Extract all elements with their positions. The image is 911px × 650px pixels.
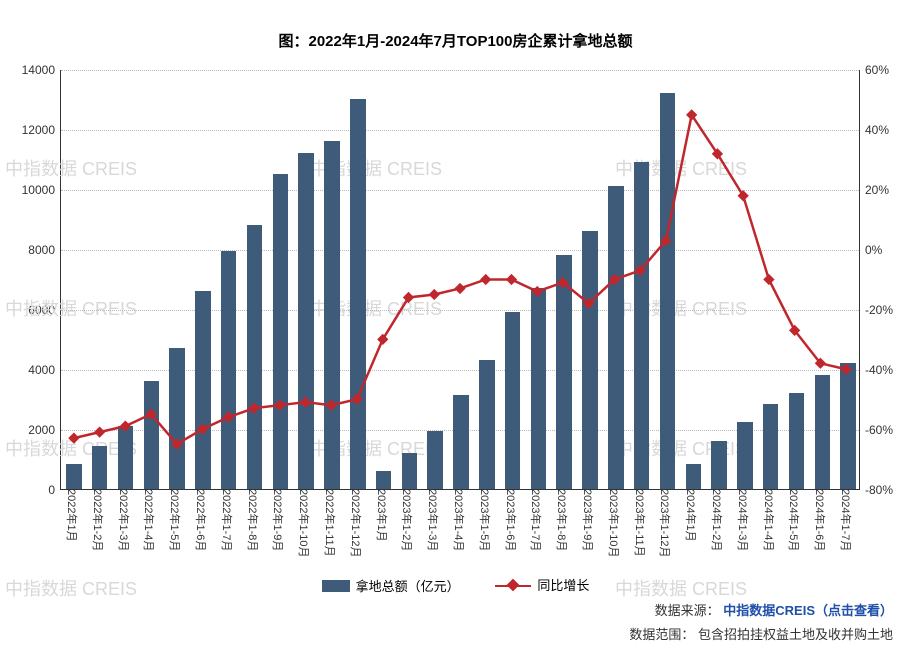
x-tick: 2022年1-4月 — [141, 489, 161, 551]
y-left-tick: 6000 — [28, 303, 61, 317]
x-tick: 2023年1-11月 — [632, 489, 652, 557]
x-tick: 2024年1-5月 — [786, 489, 806, 551]
x-tick: 2022年1-6月 — [193, 489, 213, 551]
y-right-tick: -80% — [859, 483, 893, 497]
legend-line-marker — [507, 578, 520, 591]
x-tick: 2022年1-9月 — [270, 489, 290, 551]
x-tick: 2023年1-9月 — [580, 489, 600, 551]
source-label: 数据来源： — [655, 603, 720, 618]
scope-label: 数据范围： — [629, 627, 694, 642]
y-right-tick: -40% — [859, 363, 893, 377]
x-tick: 2022年1-8月 — [245, 489, 265, 551]
source-link[interactable]: 中指数据CREIS（点击查看） — [723, 603, 893, 618]
y-left-tick: 14000 — [22, 63, 61, 77]
x-tick: 2023年1-3月 — [425, 489, 445, 551]
y-left-tick: 2000 — [28, 423, 61, 437]
x-tick: 2024年1-2月 — [709, 489, 729, 551]
y-left-tick: 12000 — [22, 123, 61, 137]
x-tick: 2022年1-7月 — [219, 489, 239, 551]
legend-bar-label: 拿地总额（亿元） — [356, 576, 460, 595]
scope-text: 包含招拍挂权益土地及收并购土地 — [698, 627, 893, 642]
x-tick: 2023年1-12月 — [657, 489, 677, 558]
x-tick: 2022年1-2月 — [90, 489, 110, 551]
y-left-tick: 0 — [48, 483, 61, 497]
y-right-tick: 20% — [859, 183, 889, 197]
plot-area: 02000400060008000100001200014000-80%-60%… — [60, 70, 860, 490]
line-series — [61, 70, 859, 489]
x-tick: 2022年1-5月 — [167, 489, 187, 551]
x-tick: 2022年1-3月 — [116, 489, 136, 551]
x-tick: 2024年1-6月 — [812, 489, 832, 551]
y-right-tick: 60% — [859, 63, 889, 77]
y-left-tick: 10000 — [22, 183, 61, 197]
legend-line: 同比增长 — [495, 575, 589, 594]
footer-source: 数据来源： 中指数据CREIS（点击查看） — [655, 600, 893, 619]
x-tick: 2022年1月 — [64, 489, 84, 542]
x-tick: 2023年1-7月 — [528, 489, 548, 551]
x-tick: 2024年1-3月 — [735, 489, 755, 551]
chart-container: 图：2022年1月-2024年7月TOP100房企累计拿地总额 02000400… — [0, 0, 911, 650]
x-tick: 2023年1-10月 — [606, 489, 626, 558]
x-tick: 2023年1月 — [374, 489, 394, 542]
x-tick: 2024年1-4月 — [761, 489, 781, 551]
x-tick: 2023年1-8月 — [554, 489, 574, 551]
x-tick: 2023年1-5月 — [477, 489, 497, 551]
x-tick: 2024年1-7月 — [838, 489, 858, 551]
legend-line-label: 同比增长 — [537, 575, 589, 594]
x-tick: 2022年1-12月 — [348, 489, 368, 558]
y-left-tick: 4000 — [28, 363, 61, 377]
y-right-tick: 0% — [859, 243, 882, 257]
chart-title: 图：2022年1月-2024年7月TOP100房企累计拿地总额 — [0, 30, 911, 51]
x-tick: 2022年1-11月 — [322, 489, 342, 557]
x-tick: 2023年1-2月 — [399, 489, 419, 551]
y-right-tick: -60% — [859, 423, 893, 437]
y-right-tick: -20% — [859, 303, 893, 317]
footer-scope: 数据范围： 包含招拍挂权益土地及收并购土地 — [629, 624, 893, 643]
x-tick: 2022年1-10月 — [296, 489, 316, 558]
x-tick: 2024年1月 — [683, 489, 703, 542]
y-left-tick: 8000 — [28, 243, 61, 257]
y-right-tick: 40% — [859, 123, 889, 137]
x-tick: 2023年1-6月 — [503, 489, 523, 551]
legend: 拿地总额（亿元） 同比增长 — [0, 575, 911, 595]
x-tick: 2023年1-4月 — [451, 489, 471, 551]
legend-bar: 拿地总额（亿元） — [322, 576, 460, 595]
legend-bar-swatch — [322, 580, 350, 592]
legend-line-swatch — [495, 578, 531, 592]
